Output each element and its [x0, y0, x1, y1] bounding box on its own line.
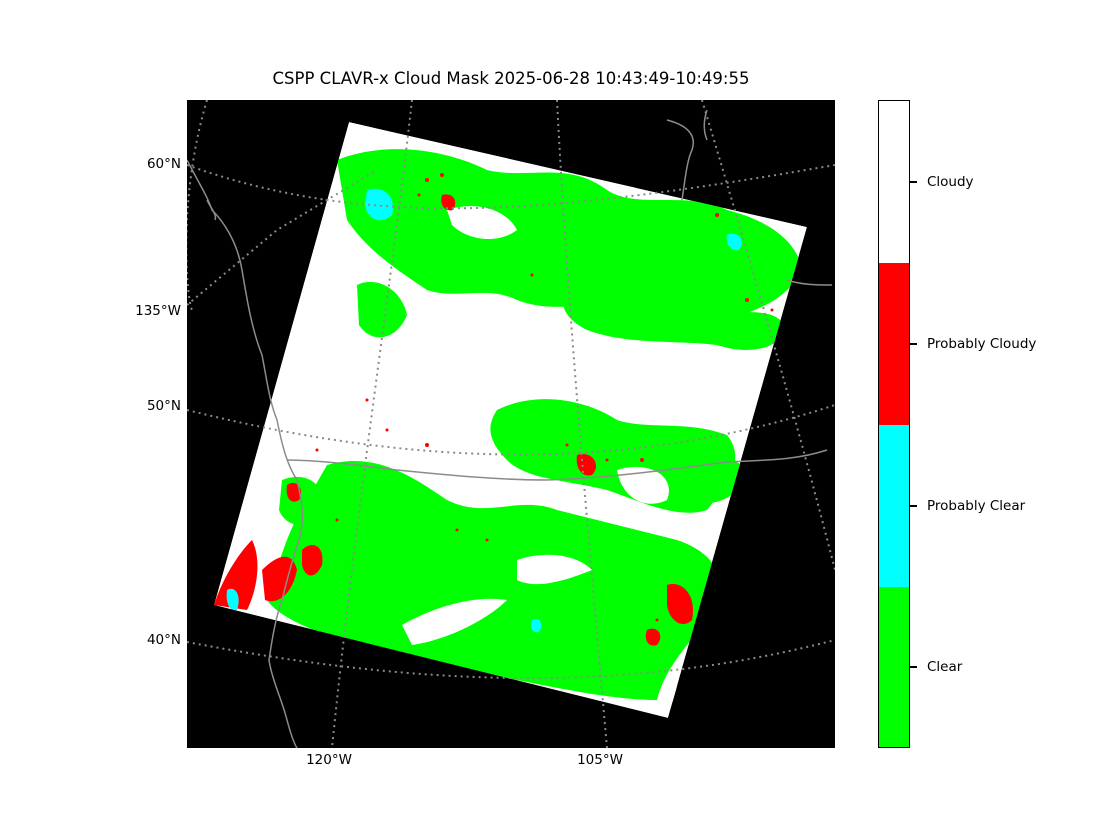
colorbar-label-probably-clear: Probably Clear — [927, 498, 1026, 514]
colorbar-tick — [910, 505, 917, 507]
lon-label-105w: 105°W — [577, 752, 623, 768]
colorbar-segment-clear — [879, 587, 909, 747]
colorbar-segment-cloudy — [879, 101, 909, 263]
lat-label-40n: 40°N — [146, 632, 181, 648]
lat-label-60n: 60°N — [146, 156, 181, 172]
graticule — [187, 100, 835, 748]
colorbar-tick — [910, 666, 917, 668]
colorbar-label-clear: Clear — [927, 659, 963, 675]
colorbar-segment-probably-clear — [879, 425, 909, 587]
colorbar-tick — [910, 181, 917, 183]
map-canvas — [187, 100, 835, 748]
clear-regions — [267, 149, 802, 700]
lat-label-50n: 50°N — [146, 398, 181, 414]
lat-label-135w: 135°W — [135, 303, 181, 319]
colorbar-tick — [910, 343, 917, 345]
cloud-mask-swath — [214, 122, 807, 718]
coastline — [187, 109, 833, 748]
colorbar-label-probably-cloudy: Probably Cloudy — [927, 336, 1037, 352]
probably-clear-regions — [226, 188, 742, 633]
colorbar — [878, 100, 910, 748]
probably-cloudy-regions — [214, 194, 693, 646]
colorbar-label-cloudy: Cloudy — [927, 174, 974, 190]
speckles — [315, 173, 774, 622]
map-panel[interactable] — [187, 100, 835, 748]
lon-label-120w: 120°W — [306, 752, 352, 768]
figure-title: CSPP CLAVR-x Cloud Mask 2025-06-28 10:43… — [272, 69, 750, 88]
colorbar-segment-probably-cloudy — [879, 263, 909, 425]
